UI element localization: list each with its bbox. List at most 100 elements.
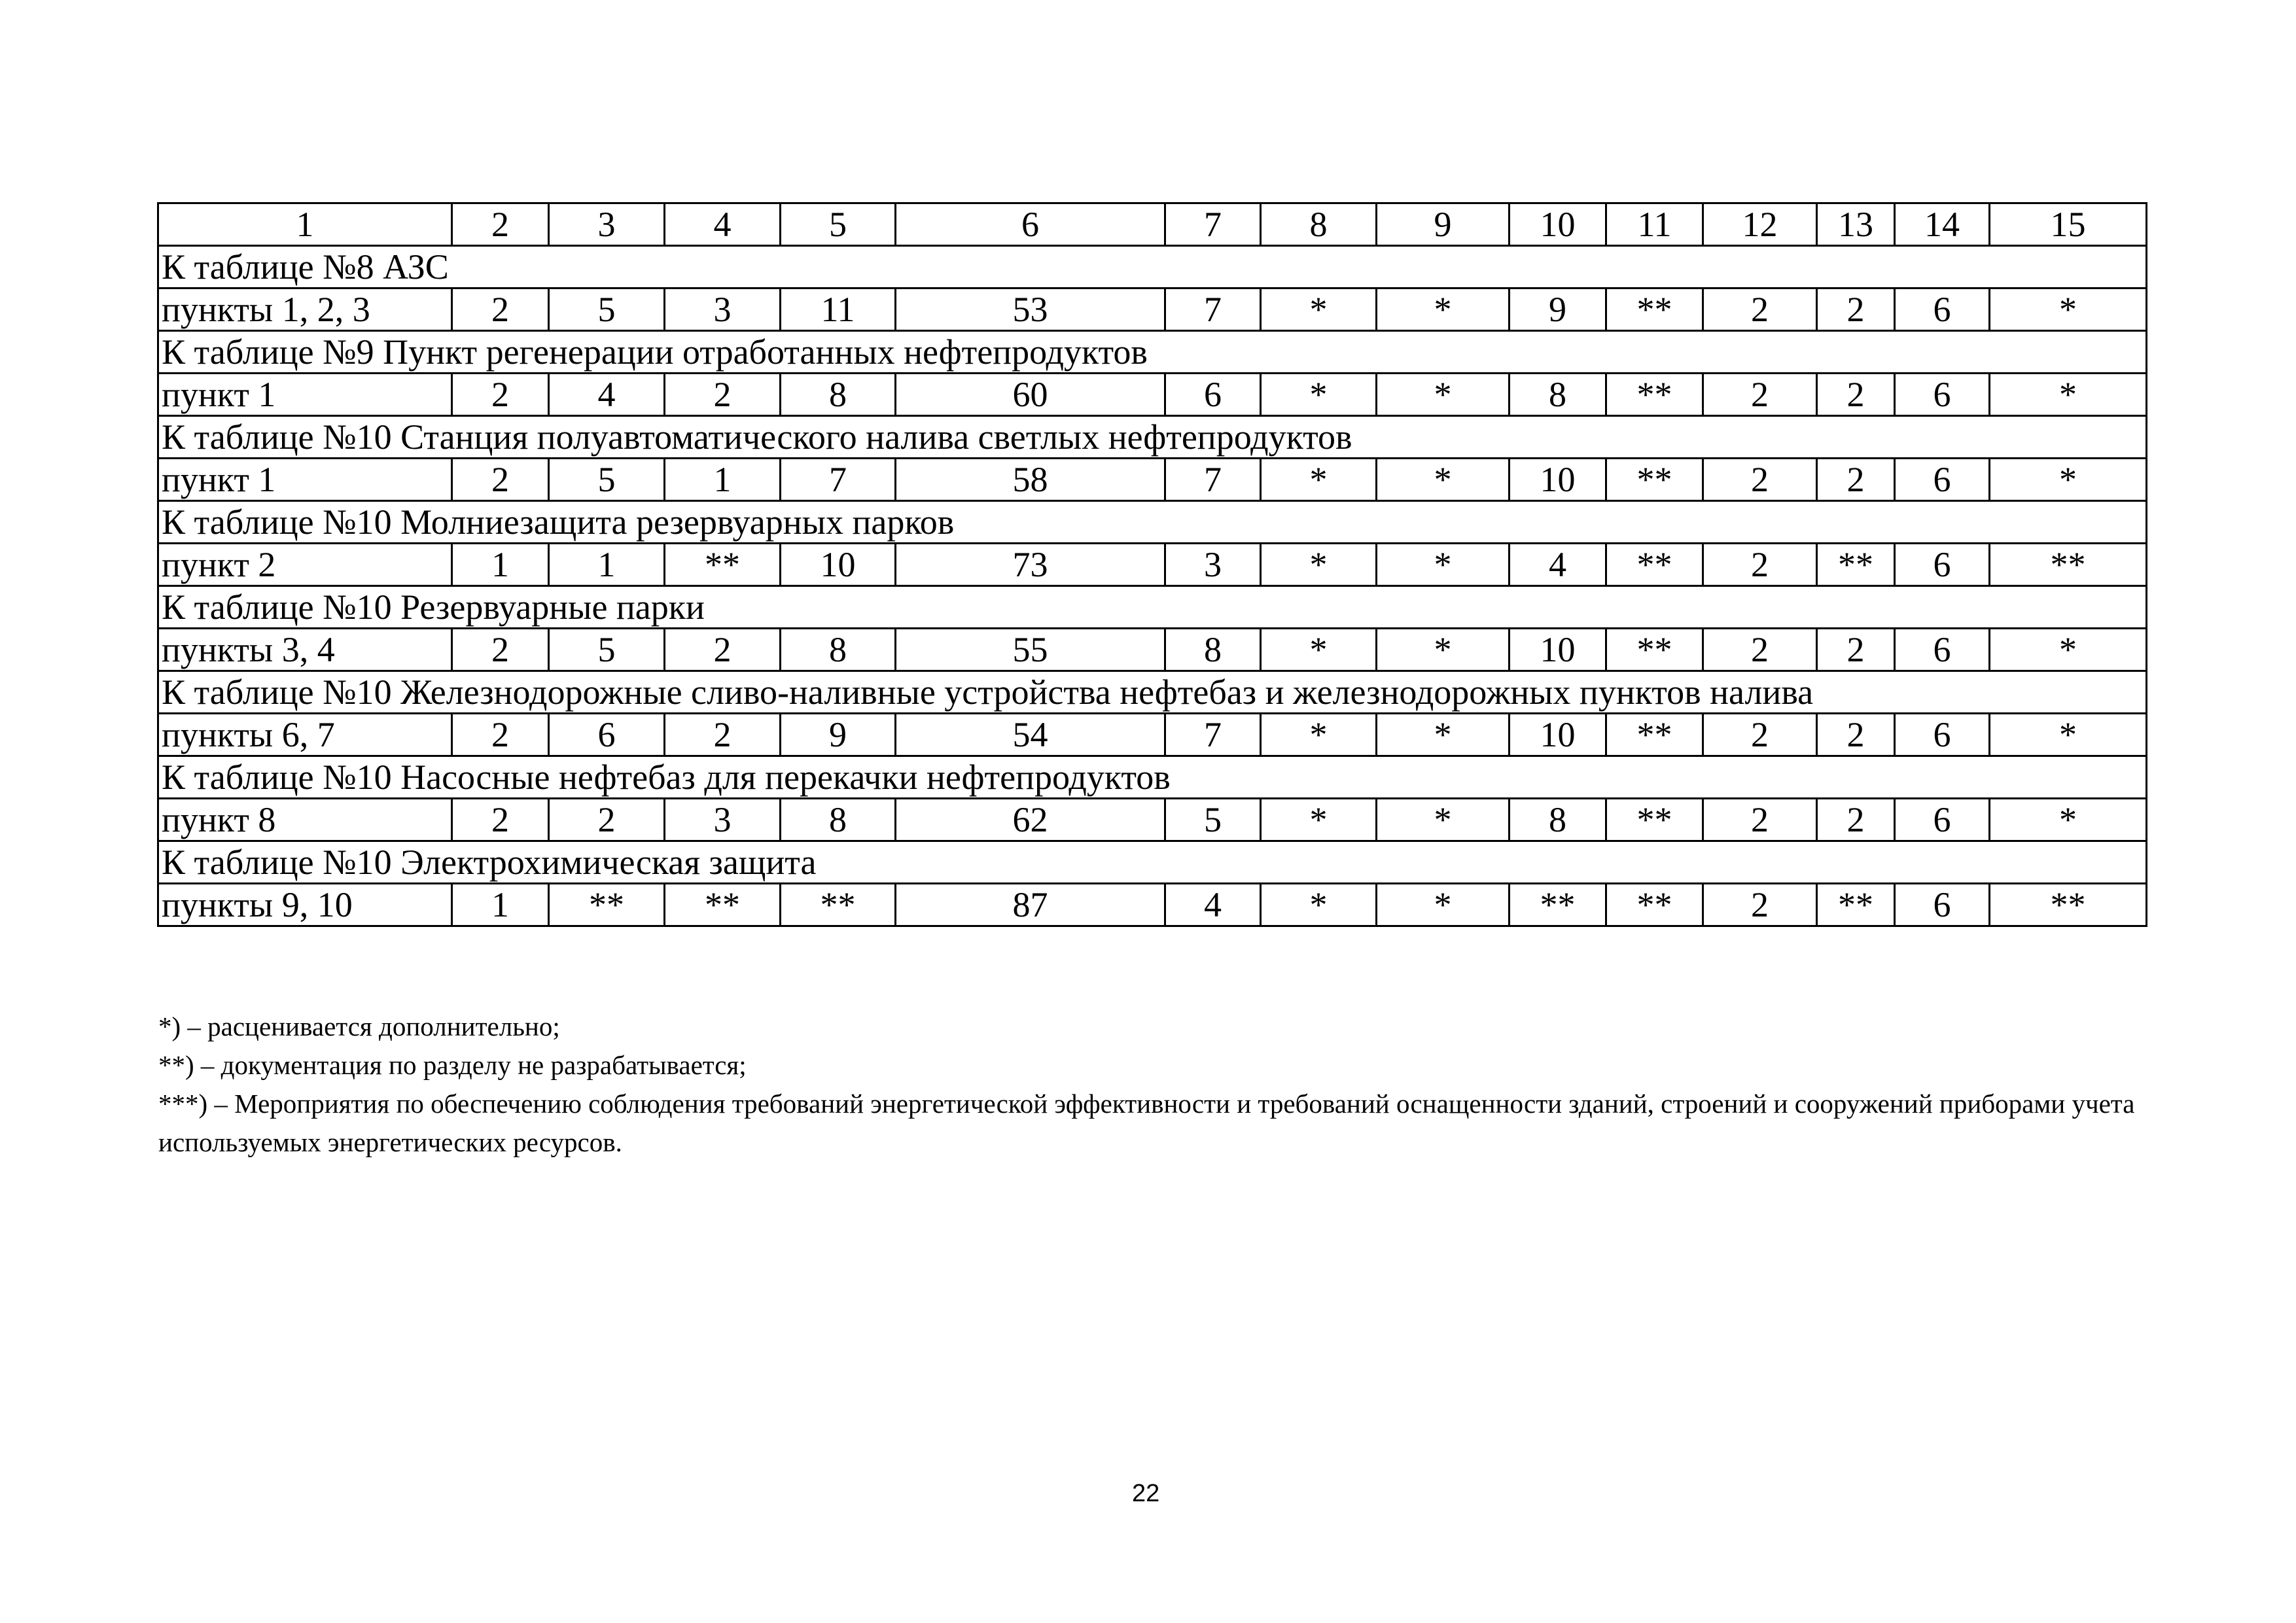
section-title: К таблице №10 Молниезащита резервуарных … xyxy=(157,500,2147,544)
table-cell: 4 xyxy=(548,372,665,417)
footnote-3: ***) – Мероприятия по обеспечению соблюд… xyxy=(158,1089,2135,1157)
header-cell: 10 xyxy=(1508,202,1607,247)
table-cell: 3 xyxy=(663,797,781,842)
table-cell: 60 xyxy=(894,372,1166,417)
table-row: пункты 6, 7 2 6 2 9 54 7 * * 10 ** 2 2 6 * xyxy=(157,712,2147,757)
footnote-2: **) – документация по разделу не разраба… xyxy=(158,1050,747,1080)
table-cell: 5 xyxy=(548,287,665,332)
table-cell: * xyxy=(1260,372,1377,417)
header-cell: 11 xyxy=(1605,202,1704,247)
table-cell: 8 xyxy=(1508,797,1607,842)
table-cell: 2 xyxy=(1702,627,1818,672)
header-cell: 5 xyxy=(779,202,896,247)
table-cell: * xyxy=(1988,797,2147,842)
table-cell: * xyxy=(1260,797,1377,842)
table-cell: 6 xyxy=(1164,372,1262,417)
table-cell: ** xyxy=(663,882,781,927)
header-cell: 8 xyxy=(1260,202,1377,247)
table-cell: ** xyxy=(1605,372,1704,417)
table-cell: 7 xyxy=(1164,287,1262,332)
table-cell: 10 xyxy=(1508,627,1607,672)
table-cell: ** xyxy=(663,542,781,587)
table-cell: 6 xyxy=(1894,287,1990,332)
table-cell: 5 xyxy=(548,627,665,672)
table-cell: ** xyxy=(1605,712,1704,757)
table-row: пункт 8 2 2 3 8 62 5 * * 8 ** 2 2 6 * xyxy=(157,797,2147,842)
table-cell: * xyxy=(1260,542,1377,587)
table-cell: ** xyxy=(1605,797,1704,842)
table-cell: 1 xyxy=(663,457,781,502)
table-row: пункты 3, 4 2 5 2 8 55 8 * * 10 ** 2 2 6 * xyxy=(157,627,2147,672)
table-cell: * xyxy=(1988,457,2147,502)
table-cell: ** xyxy=(548,882,665,927)
table-cell: 2 xyxy=(1816,712,1896,757)
table-cell: ** xyxy=(1605,882,1704,927)
table-cell: * xyxy=(1260,712,1377,757)
table-cell: * xyxy=(1260,627,1377,672)
table-cell: ** xyxy=(779,882,896,927)
header-cell: 4 xyxy=(663,202,781,247)
table-cell: ** xyxy=(1605,287,1704,332)
table-cell: 7 xyxy=(1164,457,1262,502)
table-cell: 2 xyxy=(663,372,781,417)
table-cell: 62 xyxy=(894,797,1166,842)
footnote-1: *) – расценивается дополнительно; xyxy=(158,1011,560,1041)
table-cell: 5 xyxy=(548,457,665,502)
table-cell: 6 xyxy=(548,712,665,757)
table-cell: 8 xyxy=(779,372,896,417)
table-cell: * xyxy=(1988,287,2147,332)
table-cell: 7 xyxy=(779,457,896,502)
table-cell: 73 xyxy=(894,542,1166,587)
table-cell: * xyxy=(1375,797,1510,842)
footnotes: *) – расценивается дополнительно; **) – … xyxy=(158,1007,2147,1162)
table-cell: * xyxy=(1988,712,2147,757)
table-cell: 2 xyxy=(1816,287,1896,332)
table-cell: 6 xyxy=(1894,627,1990,672)
table-cell: * xyxy=(1988,372,2147,417)
section-title: К таблице №10 Станция полуавтоматическог… xyxy=(157,415,2147,459)
table-cell: ** xyxy=(1816,882,1896,927)
section-row: К таблице №10 Железнодорожные сливо-нали… xyxy=(157,670,2147,714)
table-cell: 8 xyxy=(1508,372,1607,417)
table-cell: * xyxy=(1260,287,1377,332)
table-cell: 1 xyxy=(451,882,550,927)
section-title: К таблице №10 Железнодорожные сливо-нали… xyxy=(157,670,2147,714)
table-cell: * xyxy=(1988,627,2147,672)
section-row: К таблице №8 АЗС xyxy=(157,245,2147,289)
table-cell: 11 xyxy=(779,287,896,332)
table-cell: 9 xyxy=(1508,287,1607,332)
table-cell: ** xyxy=(1605,457,1704,502)
table-cell: 2 xyxy=(1816,797,1896,842)
table-cell: 2 xyxy=(1816,457,1896,502)
table-cell: 10 xyxy=(779,542,896,587)
table-cell: 9 xyxy=(779,712,896,757)
table-cell: 2 xyxy=(663,627,781,672)
row-label: пункт 1 xyxy=(157,372,453,417)
section-row: К таблице №10 Насосные нефтебаз для пере… xyxy=(157,755,2147,799)
table-cell: * xyxy=(1375,542,1510,587)
section-row: К таблице №10 Молниезащита резервуарных … xyxy=(157,500,2147,544)
table-cell: 2 xyxy=(1702,542,1818,587)
table-cell: 2 xyxy=(1702,372,1818,417)
table-cell: 1 xyxy=(451,542,550,587)
header-cell: 14 xyxy=(1894,202,1990,247)
row-label: пункты 3, 4 xyxy=(157,627,453,672)
table-cell: 6 xyxy=(1894,797,1990,842)
table-cell: 54 xyxy=(894,712,1166,757)
table-cell: * xyxy=(1375,712,1510,757)
table-cell: * xyxy=(1260,457,1377,502)
section-title: К таблице №10 Резервуарные парки xyxy=(157,585,2147,629)
table-row: пункт 1 2 5 1 7 58 7 * * 10 ** 2 2 6 * xyxy=(157,457,2147,502)
row-label: пункты 9, 10 xyxy=(157,882,453,927)
table-cell: ** xyxy=(1988,542,2147,587)
table-cell: 4 xyxy=(1508,542,1607,587)
table-cell: * xyxy=(1260,882,1377,927)
table-cell: 6 xyxy=(1894,457,1990,502)
table-cell: 3 xyxy=(1164,542,1262,587)
table-cell: 8 xyxy=(779,797,896,842)
table-cell: * xyxy=(1375,372,1510,417)
table-cell: * xyxy=(1375,287,1510,332)
section-title: К таблице №8 АЗС xyxy=(157,245,2147,289)
table-cell: 2 xyxy=(451,712,550,757)
header-cell: 15 xyxy=(1988,202,2147,247)
